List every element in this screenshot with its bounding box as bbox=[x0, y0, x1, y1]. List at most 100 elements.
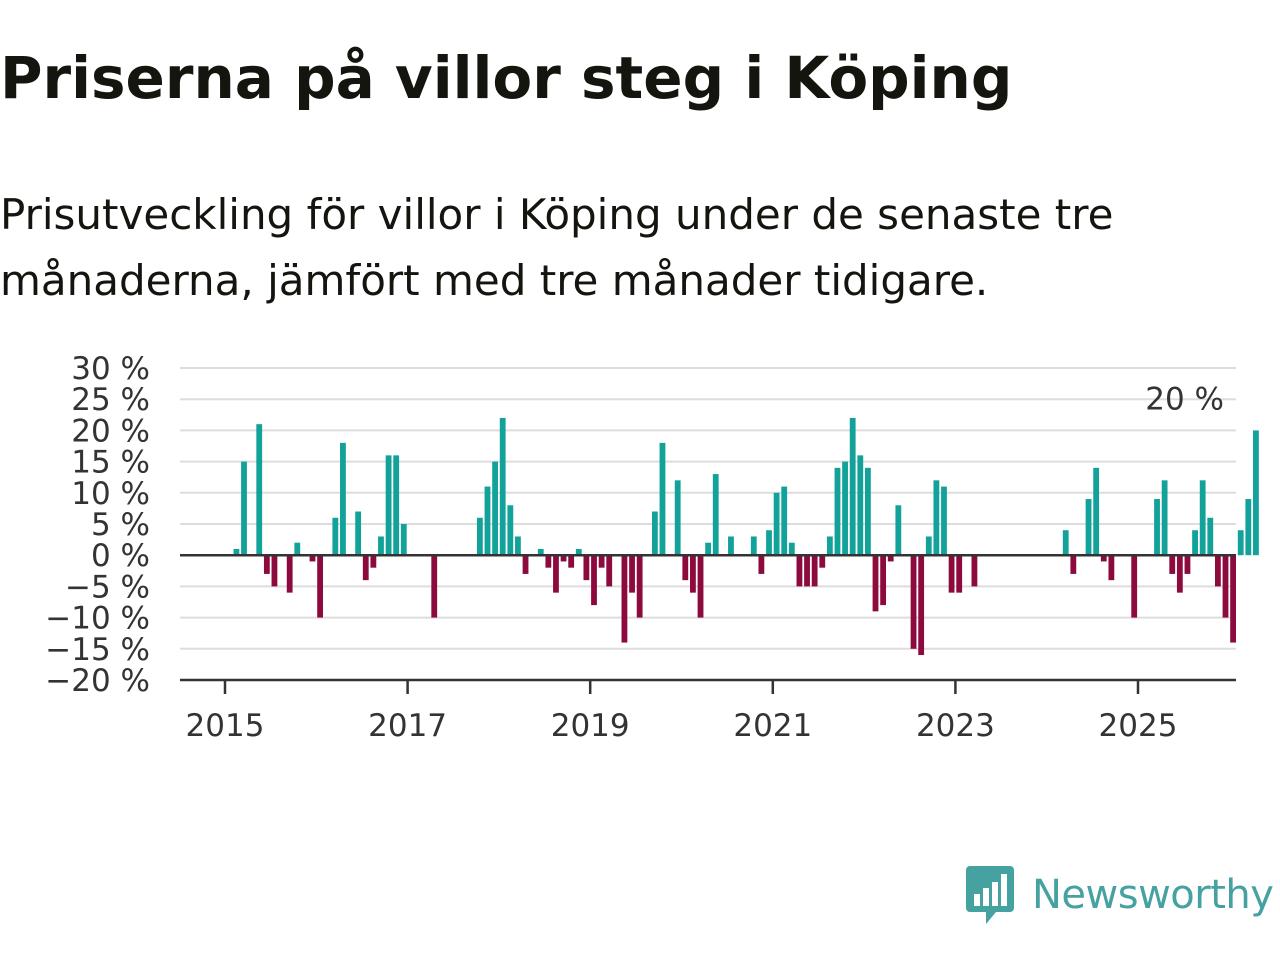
bar bbox=[522, 555, 529, 574]
bar bbox=[1176, 555, 1183, 593]
bar bbox=[1161, 480, 1168, 556]
bar bbox=[271, 555, 278, 587]
y-tick-label: 10 % bbox=[71, 476, 150, 512]
bars bbox=[233, 417, 1259, 656]
newsworthy-logo: Newsworthy bbox=[964, 864, 1274, 926]
bar bbox=[393, 455, 400, 556]
y-tick-label: −5 % bbox=[65, 569, 150, 605]
bar bbox=[659, 442, 666, 556]
bar bbox=[355, 511, 362, 556]
bar bbox=[758, 555, 765, 574]
y-tick-label: −20 % bbox=[45, 663, 150, 699]
bar bbox=[629, 555, 635, 593]
chart-title: Priserna på villor steg i Köping bbox=[0, 44, 1013, 112]
bar bbox=[400, 524, 407, 556]
bar bbox=[796, 555, 803, 587]
y-axis-tick-labels: 30 %25 %20 %15 %10 %5 %0 %−5 %−10 %−15 %… bbox=[45, 351, 150, 699]
x-tick-label: 2017 bbox=[368, 708, 447, 744]
bar bbox=[918, 555, 925, 656]
y-tick-label: −15 % bbox=[45, 632, 150, 668]
bar bbox=[370, 555, 377, 568]
bar bbox=[1108, 555, 1115, 581]
bar bbox=[1237, 530, 1244, 556]
bar bbox=[811, 555, 818, 587]
bar bbox=[697, 555, 704, 618]
bar bbox=[651, 511, 658, 556]
bar bbox=[849, 417, 856, 556]
bar bbox=[842, 461, 848, 556]
bar bbox=[484, 486, 491, 556]
x-tick-label: 2023 bbox=[916, 708, 995, 744]
bar bbox=[263, 555, 270, 574]
y-tick-label: −10 % bbox=[45, 601, 150, 637]
bar bbox=[332, 517, 339, 556]
bar bbox=[241, 461, 247, 556]
bar bbox=[545, 555, 552, 568]
bar bbox=[499, 417, 506, 556]
bar bbox=[682, 555, 689, 581]
bar bbox=[941, 486, 947, 556]
bar bbox=[712, 474, 719, 556]
x-tick-label: 2019 bbox=[551, 708, 630, 744]
bar bbox=[1253, 430, 1259, 556]
last-value-label: 20 % bbox=[1145, 381, 1224, 417]
bar bbox=[1131, 555, 1138, 618]
bar bbox=[1070, 555, 1077, 574]
bar bbox=[1230, 555, 1237, 643]
bar bbox=[933, 480, 940, 556]
bar bbox=[895, 505, 902, 556]
y-tick-label: 15 % bbox=[71, 445, 150, 481]
bar bbox=[233, 548, 240, 556]
bar bbox=[872, 555, 879, 612]
chart-subtitle: Prisutveckling för villor i Köping under… bbox=[0, 190, 1114, 305]
bar bbox=[636, 555, 643, 618]
newsworthy-bar-chart-icon bbox=[966, 866, 1014, 924]
bar bbox=[317, 555, 324, 618]
bar bbox=[887, 555, 894, 562]
bar bbox=[788, 542, 795, 556]
bar bbox=[804, 555, 810, 587]
y-tick-label: 5 % bbox=[91, 507, 150, 543]
bar bbox=[1093, 467, 1100, 556]
bar bbox=[476, 517, 483, 556]
bar bbox=[537, 548, 544, 556]
bar bbox=[553, 555, 559, 593]
bar bbox=[948, 555, 955, 593]
bar bbox=[1085, 499, 1092, 556]
bar bbox=[431, 555, 438, 618]
y-tick-label: 0 % bbox=[91, 538, 150, 574]
bar-chart: 30 %25 %20 %15 %10 %5 %0 %−5 %−10 %−15 %… bbox=[45, 351, 1259, 744]
bar bbox=[1222, 555, 1229, 618]
bar bbox=[598, 555, 605, 568]
bar bbox=[857, 455, 864, 556]
grid-lines bbox=[180, 367, 1236, 650]
bar bbox=[1192, 530, 1198, 556]
bar bbox=[690, 555, 696, 593]
bar bbox=[1245, 499, 1252, 556]
bar bbox=[1062, 530, 1069, 556]
bar bbox=[575, 548, 582, 556]
bar bbox=[1184, 555, 1191, 574]
bar bbox=[1199, 480, 1206, 556]
y-tick-label: 30 % bbox=[71, 351, 150, 387]
bar bbox=[880, 555, 887, 606]
bar bbox=[826, 536, 833, 556]
bar bbox=[781, 486, 788, 556]
bar bbox=[1169, 555, 1176, 574]
bar bbox=[568, 555, 575, 568]
bar bbox=[1154, 499, 1160, 556]
bar bbox=[286, 555, 293, 593]
bar bbox=[492, 461, 498, 556]
bar bbox=[340, 442, 346, 556]
bar bbox=[1207, 517, 1214, 556]
bar bbox=[766, 530, 772, 556]
bar bbox=[819, 555, 826, 568]
bar bbox=[971, 555, 978, 587]
y-tick-label: 20 % bbox=[71, 413, 150, 449]
brand-name: Newsworthy bbox=[1032, 872, 1274, 918]
bar bbox=[515, 536, 521, 556]
bar bbox=[560, 555, 567, 562]
bar bbox=[910, 555, 917, 649]
bar bbox=[309, 555, 316, 562]
bar bbox=[750, 536, 757, 556]
